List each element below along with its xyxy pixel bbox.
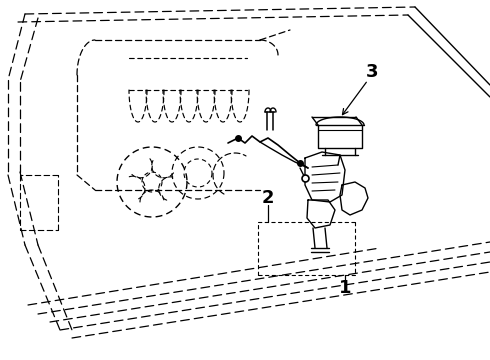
Text: 2: 2	[262, 189, 274, 207]
Text: 3: 3	[366, 63, 378, 81]
Text: 1: 1	[339, 279, 351, 297]
